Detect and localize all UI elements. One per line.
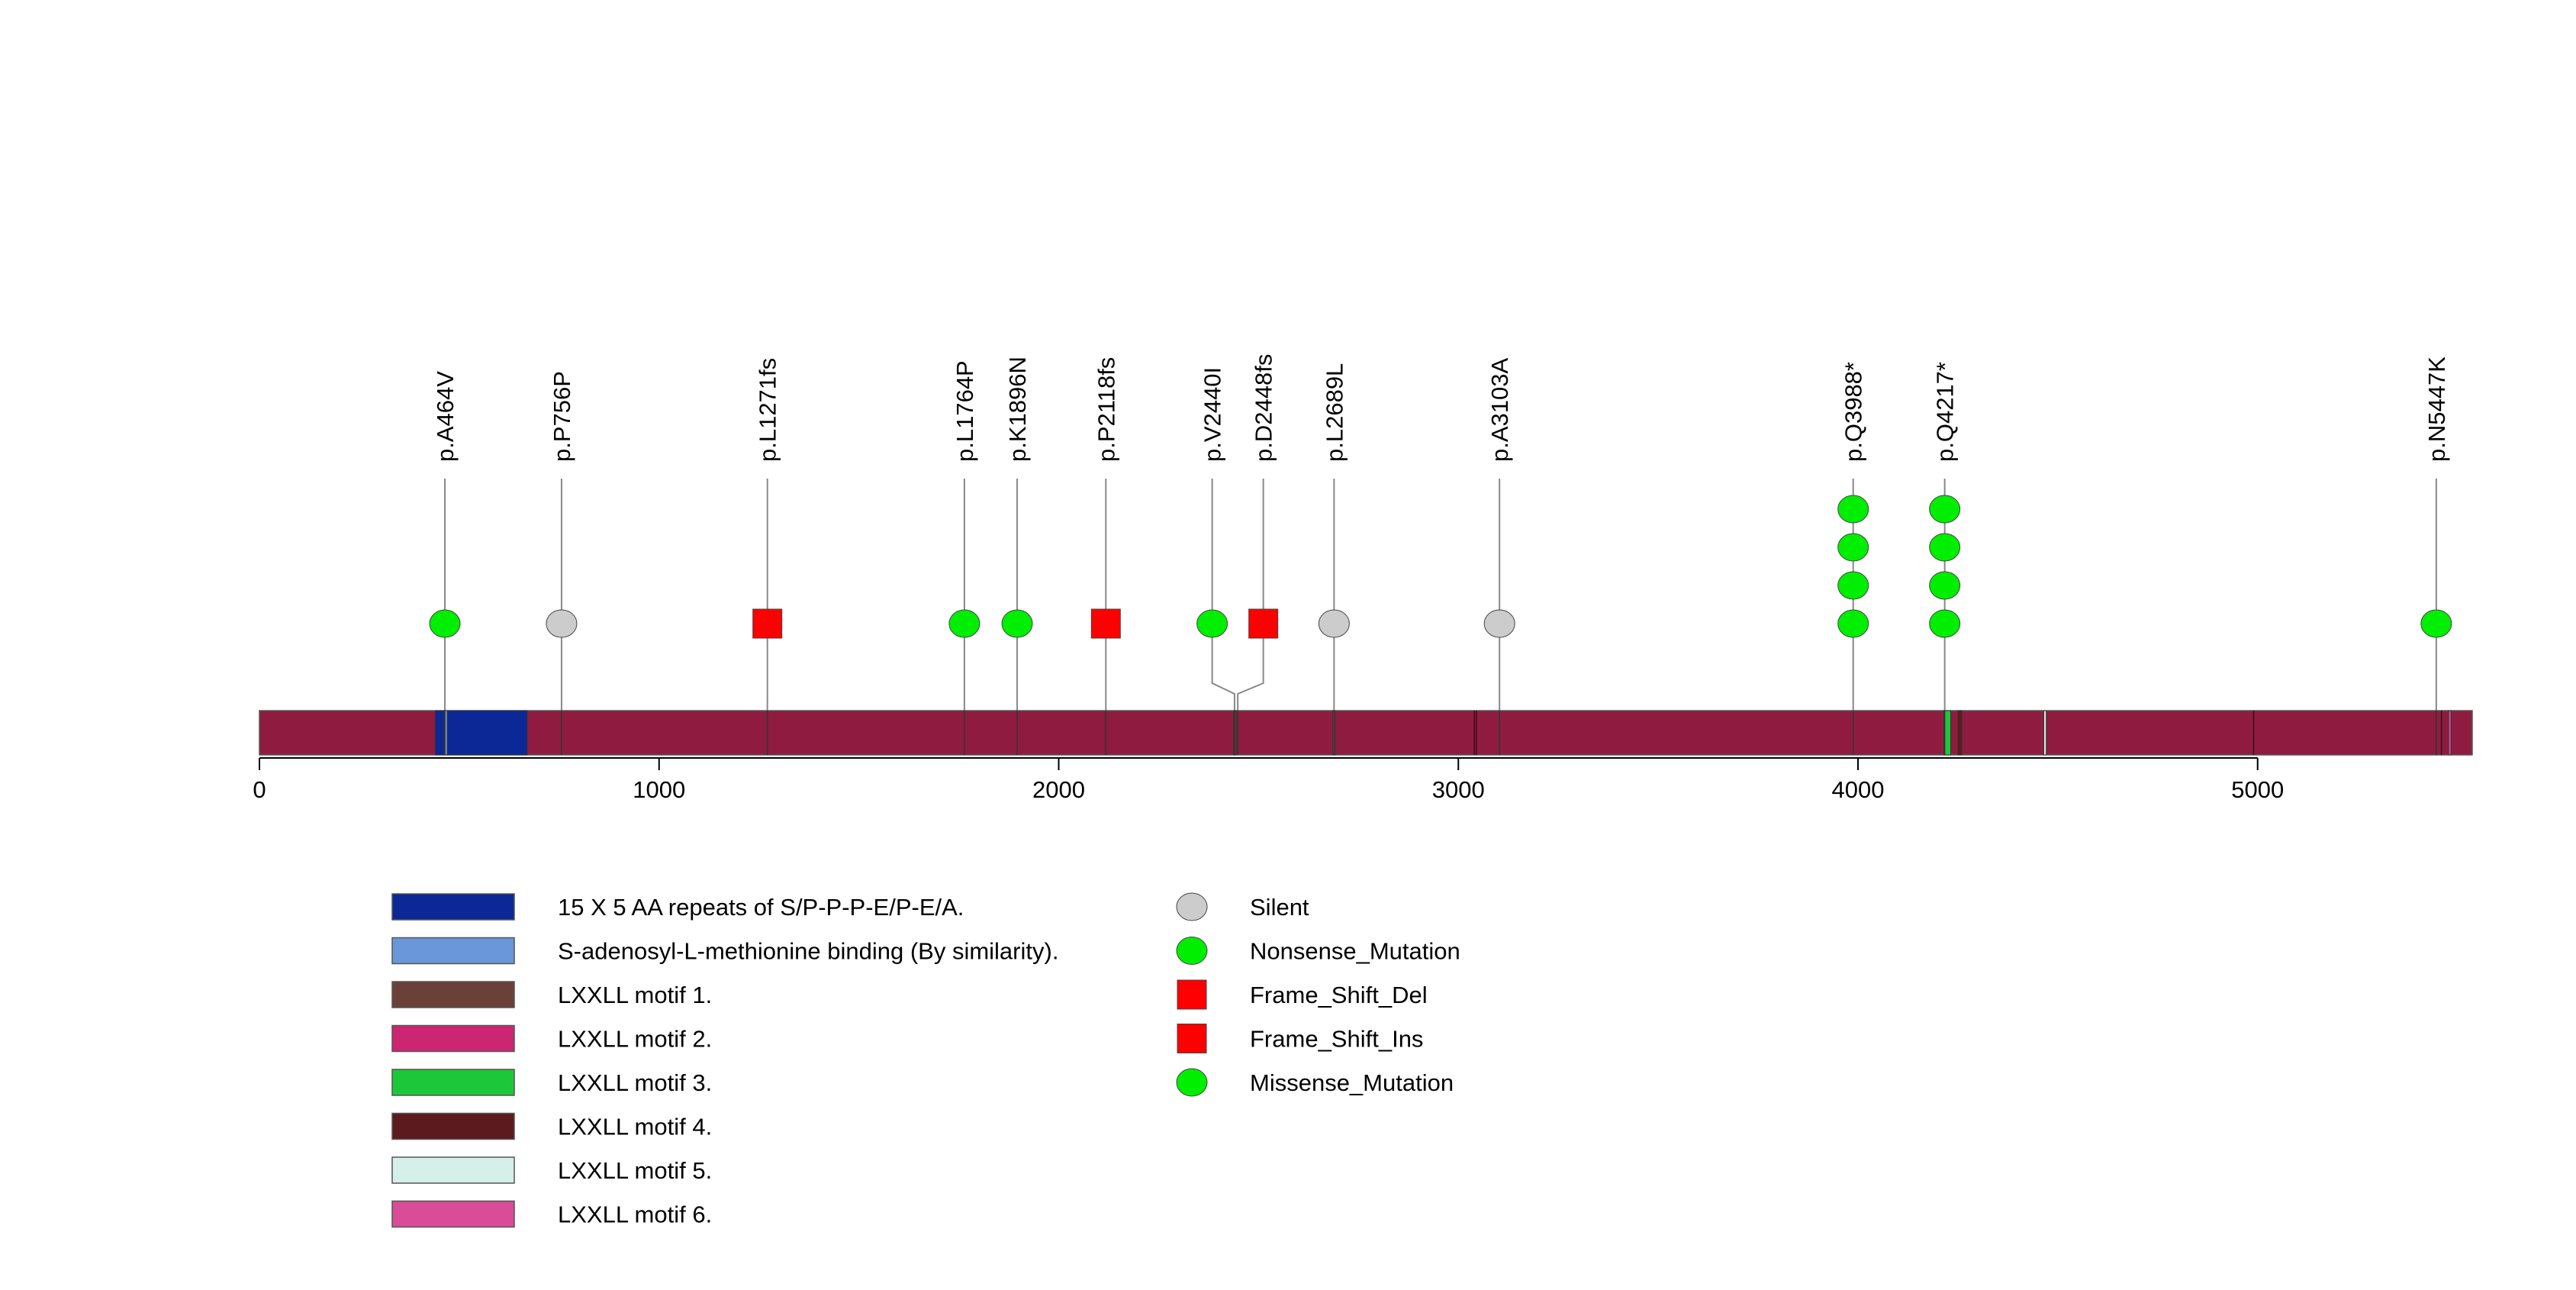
legend-domain-label: S-adenosyl-L-methionine binding (By simi… [558,938,1058,965]
legend-type-label: Missense_Mutation [1250,1069,1454,1096]
mutation-label: p.V2440I [1199,367,1226,462]
legend-domain-swatch [391,1200,515,1228]
mutation-label: p.L2689L [1321,363,1348,462]
domain-block [1957,710,1963,756]
protein-backbone [259,710,2473,756]
legend-domain-label: LXXLL motif 4. [558,1114,712,1140]
mutation-marker [1929,609,1961,638]
mutation-label: p.N5447K [2423,356,2450,462]
legend-type-label: Frame_Shift_Del [1250,982,1428,1008]
mutation-label: p.P2118fs [1093,357,1119,462]
mutation-label: p.L1271fs [755,358,781,462]
domain-block [1943,710,1952,756]
legend-type-label: Frame_Shift_Ins [1250,1026,1423,1053]
legend-type-swatch [1177,1024,1207,1053]
x-axis: 0 1000 2000 3000 4000 5000 [253,757,2284,803]
mutation-marker [752,608,783,639]
legend-type-label: Nonsense_Mutation [1250,938,1460,965]
mutation-marker [1090,608,1121,639]
legend-domain-label: LXXLL motif 2. [558,1026,712,1053]
mutation-marker [948,609,980,638]
mutation-label: p.K1896N [1004,356,1031,462]
mutation-marker [1929,571,1961,600]
legend-domain-swatch [391,1112,515,1140]
mutation-labels: p.A464V p.P756P p.L1271fs p.L1764P p.K1896N p… [432,354,2450,462]
legend-domain-swatch [391,1156,515,1184]
domain-block [2043,710,2047,756]
x-tick-label: 3000 [1432,776,1485,803]
mutation-stem [1237,479,1264,711]
mutation-label: p.Q3988* [1840,362,1867,462]
legend-type-swatch [1176,892,1208,921]
legend-type-swatch [1176,1068,1208,1097]
mutation-label: p.A464V [432,371,459,462]
domain-legend: 15 X 5 AA repeats of S/P-P-P-E/P-E/A. S-a… [391,893,1058,1228]
legend-type-swatch [1176,937,1208,965]
legend-domain-label: LXXLL motif 1. [558,982,712,1008]
x-tick-label: 2000 [1032,776,1085,803]
legend-type-label: Silent [1250,894,1309,921]
mutation-label: p.L1764P [952,360,978,462]
mutation-marker [1196,609,1228,638]
mutation-marker [1248,608,1279,639]
domain-block [443,710,448,756]
legend-type-swatch [1177,979,1207,1010]
x-tick-label: 4000 [1832,776,1885,803]
protein-bar [259,710,2473,756]
mutation-marker [429,609,461,638]
mutation-marker [1837,609,1869,638]
mutation-marker [546,609,578,638]
mutation-marker [1483,609,1515,638]
mutation-markers [429,495,2452,639]
legend-domain-label: LXXLL motif 6. [558,1201,712,1228]
mutation-stems [444,479,2437,711]
legend-domain-label: LXXLL motif 5. [558,1157,712,1184]
mutation-marker [1001,609,1033,638]
mutation-label: p.P756P [549,371,575,462]
x-tick-label: 5000 [2231,776,2284,803]
legend-domain-swatch [391,893,515,921]
legend-domain-swatch [391,1024,515,1053]
mutation-label: p.Q4217* [1932,362,1959,462]
mutation-stem [1211,479,1235,711]
mutation-type-legend: Silent Nonsense_Mutation Frame_Shift_Del Fr… [1176,892,1460,1097]
mutation-marker [1929,495,1961,524]
x-tick-label: 1000 [633,776,685,803]
legend-domain-label: 15 X 5 AA repeats of S/P-P-P-E/P-E/A. [558,894,964,921]
domain-block [434,710,528,756]
domain-block [2448,710,2452,756]
legend-domain-swatch [391,1069,515,1096]
legend-domain-label: LXXLL motif 3. [558,1069,712,1096]
legend-domain-swatch [391,937,515,965]
mutation-label: p.D2448fs [1251,354,1277,462]
mutation-marker [1929,533,1961,562]
mutation-marker [1837,495,1869,524]
mutation-marker [1837,533,1869,562]
x-tick-label: 0 [253,776,266,803]
mutation-marker [2420,609,2452,638]
legend-domain-swatch [391,981,515,1008]
mutation-marker [1318,609,1350,638]
mutation-label: p.A3103A [1486,358,1513,462]
mutation-marker [1837,571,1869,600]
